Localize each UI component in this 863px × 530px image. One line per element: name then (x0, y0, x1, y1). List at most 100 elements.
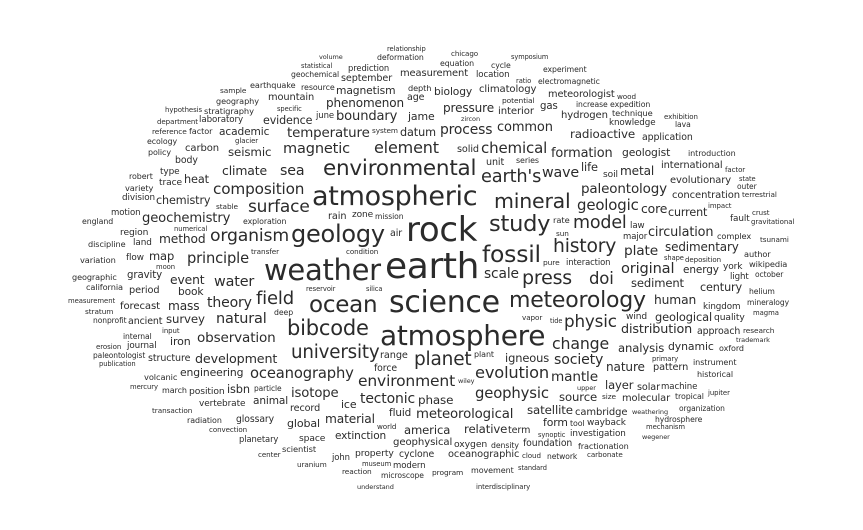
cloud-word: california (86, 283, 123, 291)
cloud-word: numerical (174, 226, 207, 233)
cloud-word: earth (385, 249, 479, 285)
cloud-word: sample (220, 87, 246, 94)
cloud-word: terrestrial (742, 191, 777, 198)
cloud-word: helium (749, 288, 775, 296)
cloud-word: weathering (632, 409, 668, 416)
cloud-word: history (553, 238, 616, 257)
cloud-word: condition (346, 248, 378, 255)
cloud-word: silica (366, 286, 382, 293)
cloud-word: convection (209, 426, 247, 433)
cloud-word: tropical (675, 393, 704, 401)
cloud-word: seismic (228, 147, 271, 159)
cloud-word: fault (730, 215, 750, 224)
cloud-word: mass (168, 300, 199, 312)
cloud-word: space (299, 435, 325, 444)
cloud-word: upper (577, 385, 596, 392)
cloud-word: air (390, 229, 402, 238)
cloud-word: energy (683, 265, 719, 275)
cloud-word: planetary (239, 435, 278, 443)
cloud-word: quality (714, 313, 745, 322)
cloud-word: transaction (152, 407, 192, 414)
cloud-word: term (508, 426, 530, 436)
cloud-word: instrument (693, 359, 736, 367)
cloud-word: microscope (381, 472, 424, 480)
cloud-word: light (730, 273, 749, 282)
cloud-word: input (162, 328, 179, 335)
cloud-word: electromagnetic (538, 78, 600, 86)
cloud-word: june (316, 112, 334, 121)
cloud-word: observation (197, 332, 276, 346)
cloud-word: concentration (672, 191, 740, 201)
cloud-word: chemistry (156, 195, 210, 206)
cloud-word: science (389, 288, 500, 318)
cloud-word: earthquake (250, 81, 296, 89)
cloud-word: series (516, 157, 539, 165)
cloud-word: body (175, 156, 198, 165)
cloud-word: fossil (482, 243, 541, 267)
cloud-word: geology (291, 222, 385, 246)
cloud-word: laboratory (199, 116, 243, 125)
cloud-word: knowledge (609, 119, 655, 128)
cloud-word: approach (697, 327, 740, 336)
cloud-word: structure (148, 354, 190, 364)
cloud-word: symposium (511, 54, 548, 61)
cloud-word: rate (553, 216, 570, 224)
cloud-word: relationship (387, 46, 426, 53)
cloud-word: meteorology (509, 290, 646, 312)
cloud-word: biology (434, 87, 472, 98)
cloud-word: september (341, 74, 392, 84)
cloud-word: plant (474, 351, 494, 359)
cloud-word: bibcode (287, 318, 369, 339)
cloud-word: solar (637, 383, 660, 393)
cloud-word: mantle (551, 371, 598, 385)
cloud-word: world (377, 423, 396, 430)
cloud-word: geography (216, 97, 259, 105)
cloud-word: soil (603, 171, 618, 180)
cloud-word: deformation (377, 54, 424, 62)
cloud-word: publication (99, 361, 136, 368)
cloud-word: flow (126, 254, 144, 263)
cloud-word: environment (358, 374, 455, 390)
cloud-word: oceanography (250, 367, 354, 382)
cloud-word: rain (328, 212, 346, 222)
cloud-word: vertebrate (199, 400, 245, 409)
cloud-word: system (372, 127, 398, 134)
cloud-word: dynamic (668, 342, 714, 353)
cloud-word: cambridge (575, 408, 627, 418)
cloud-word: animal (253, 396, 288, 407)
cloud-word: global (287, 418, 320, 429)
cloud-word: specific (277, 106, 302, 113)
cloud-word: meteorologist (548, 90, 615, 100)
cloud-word: theory (207, 296, 252, 310)
cloud-word: ocean (309, 294, 377, 317)
cloud-word: sun (556, 230, 569, 237)
cloud-word: increase (576, 101, 608, 109)
cloud-word: circulation (648, 227, 713, 240)
cloud-word: mercury (130, 384, 158, 391)
cloud-word: press (522, 269, 572, 288)
cloud-word: evidence (263, 115, 312, 126)
cloud-word: cycle (491, 62, 511, 70)
cloud-word: author (744, 250, 771, 258)
cloud-word: machine (661, 383, 697, 392)
cloud-word: interior (498, 107, 534, 117)
cloud-word: interdisciplinary (476, 484, 530, 491)
cloud-word: factor (725, 167, 745, 174)
cloud-word: interaction (566, 258, 610, 266)
cloud-word: mission (375, 213, 403, 221)
cloud-word: boundary (336, 110, 397, 123)
cloud-word: human (654, 294, 696, 306)
cloud-word: extinction (335, 431, 386, 442)
cloud-word: current (668, 207, 707, 218)
cloud-word: position (189, 387, 225, 396)
cloud-word: glacier (235, 138, 258, 145)
cloud-word: march (162, 387, 187, 395)
cloud-word: center (258, 451, 281, 458)
cloud-word: internal (123, 333, 152, 341)
cloud-word: gas (540, 102, 558, 112)
cloud-word: planet (414, 351, 471, 370)
cloud-word: state (739, 176, 756, 183)
cloud-word: field (256, 290, 294, 308)
cloud-word: division (122, 194, 155, 203)
cloud-word: type (160, 168, 180, 177)
